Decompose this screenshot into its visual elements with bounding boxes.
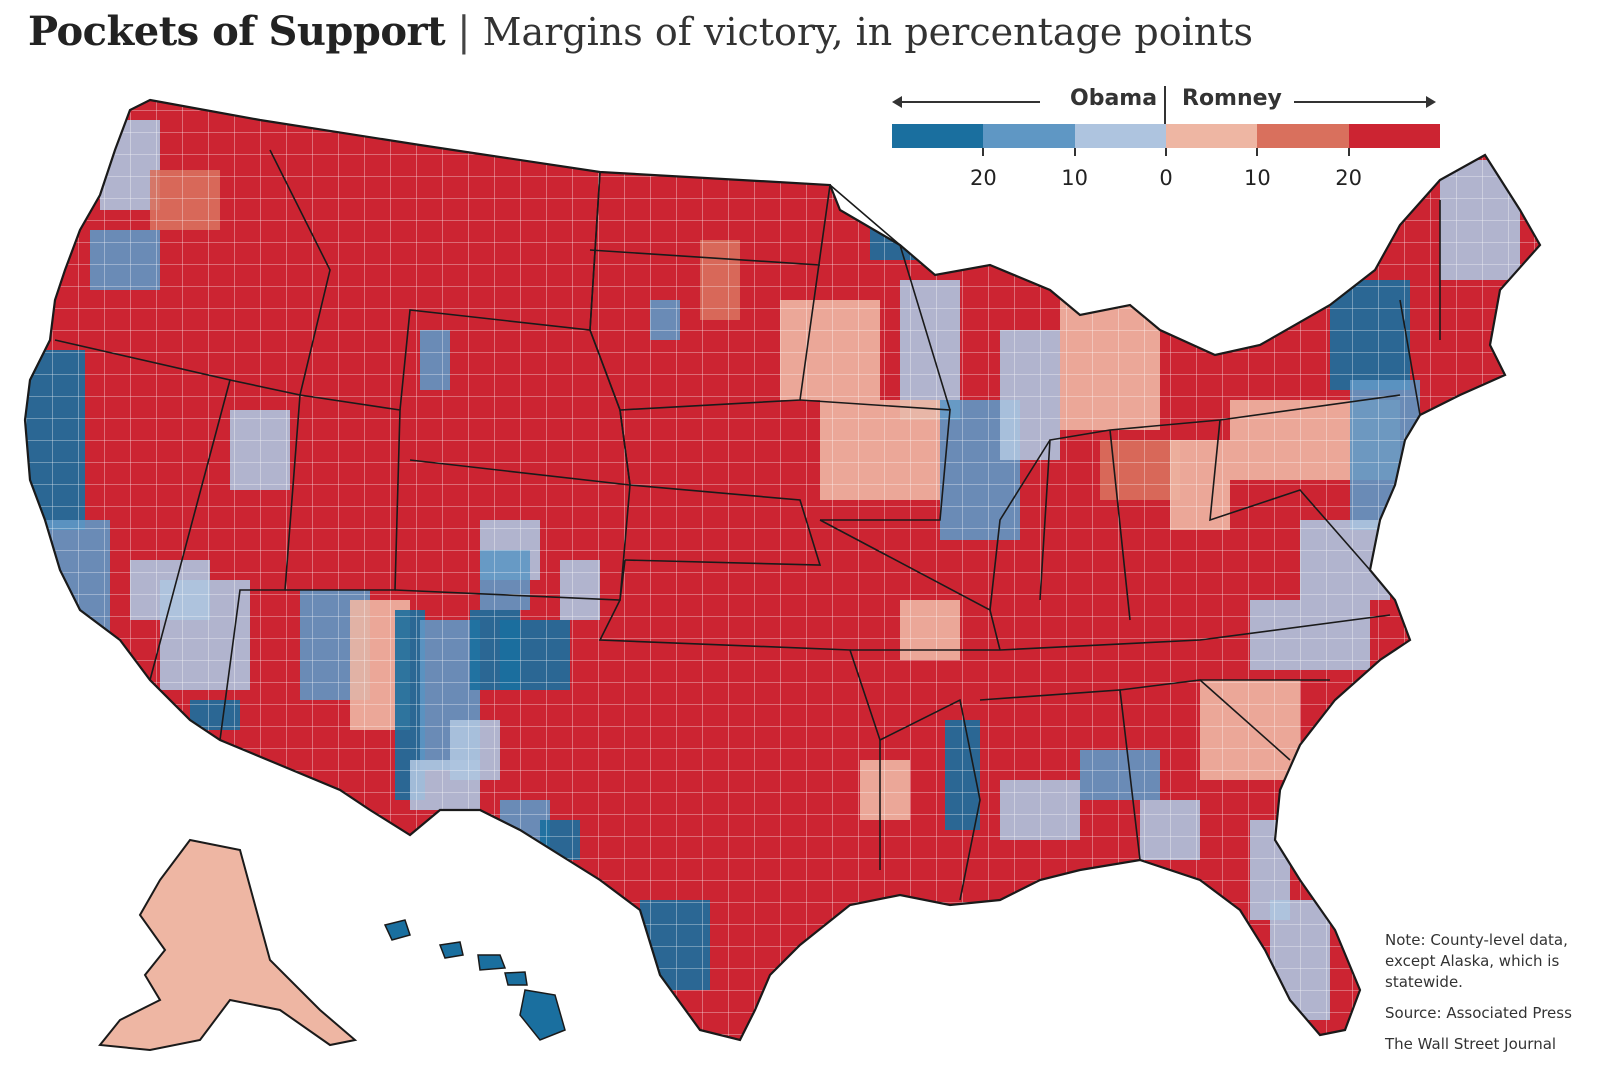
legend-tick xyxy=(1073,148,1076,156)
legend-swatch xyxy=(1257,124,1349,148)
us-outline xyxy=(23,98,1542,1042)
legend-tick-label: 20 xyxy=(1335,166,1363,190)
legend-tick xyxy=(982,148,985,156)
hawaii xyxy=(383,919,566,1041)
legend-tick-label: 0 xyxy=(1159,166,1173,190)
legend-tick-label: 10 xyxy=(1061,166,1089,190)
legend-obama-label: Obama xyxy=(1070,86,1158,111)
publisher-text: The Wall Street Journal xyxy=(1385,1035,1557,1053)
title-separator: | xyxy=(457,9,471,55)
legend-romney-label: Romney xyxy=(1182,86,1282,111)
legend-swatch xyxy=(983,124,1075,148)
title-row: Pockets of Support | Margins of victory,… xyxy=(28,8,1253,68)
state-borders xyxy=(54,149,1441,901)
legend-color-bar xyxy=(892,124,1440,148)
legend-tick-label: 10 xyxy=(1243,166,1271,190)
notes-block: Note: County-level data, except Alaska, … xyxy=(1385,930,1595,1065)
legend-swatch xyxy=(1074,124,1166,148)
legend-tick xyxy=(1165,148,1167,156)
legend-tick xyxy=(1347,148,1350,156)
legend-divider xyxy=(1164,86,1166,148)
left-arrow-icon xyxy=(892,96,1040,108)
right-arrow-icon xyxy=(1294,96,1436,108)
legend-tick xyxy=(1256,148,1259,156)
legend-swatch xyxy=(892,124,984,148)
source-text: Source: Associated Press xyxy=(1385,1004,1572,1022)
color-legend: Obama Romney 20 10 0 10 20 xyxy=(892,86,1440,196)
legend-tick-label: 20 xyxy=(969,166,997,190)
legend-swatch xyxy=(1348,124,1440,148)
legend-swatch xyxy=(1165,124,1258,148)
alaska xyxy=(98,838,358,1052)
note-text: Note: County-level data, except Alaska, … xyxy=(1385,931,1568,991)
map-title: Pockets of Support xyxy=(28,8,446,55)
map-subtitle: Margins of victory, in percentage points xyxy=(482,10,1253,54)
